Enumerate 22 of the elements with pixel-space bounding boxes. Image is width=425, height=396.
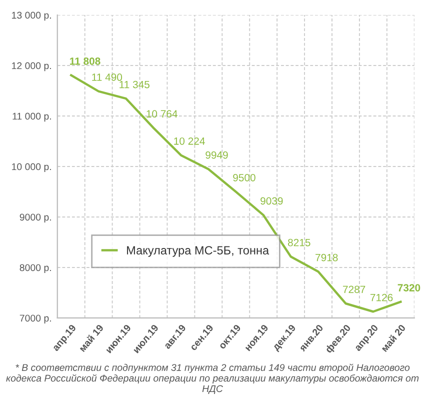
data-label: 11 808 [70,57,100,65]
data-label: 7918 [316,254,338,262]
y-tick-label: 13 000 р. [12,12,51,21]
data-label: 7320 [398,284,420,292]
data-label: 11 345 [120,80,150,88]
y-tick-label: 10 000 р. [12,163,51,172]
data-label: 8215 [288,238,310,246]
y-tick-label: 12 000 р. [12,62,51,72]
y-tick-label: 8000 р. [20,264,51,274]
data-label: 9949 [206,151,228,159]
data-label: 10 224 [174,137,205,145]
text: * В соответствии с подпунктом 31 пункта 2 статьи 149 части второй Налогового кодекса Российской Федерации операции по реализации макулатуры освобождаются от НДС [6,364,419,394]
y-tick-label: 9000 р. [20,214,51,223]
y-tick-label: 11 000 р. [12,112,51,122]
data-label: 9500 [233,174,256,182]
data-label: 11 490 [92,74,122,81]
data-label: 7126 [370,294,393,302]
legend-label: Макулатура МС-5Б, тонна [127,246,270,257]
data-label: 9039 [260,197,283,205]
data-label: 7287 [343,286,366,294]
y-tick-label: 7000 р. [20,314,51,324]
data-label: 10 764 [146,110,178,118]
